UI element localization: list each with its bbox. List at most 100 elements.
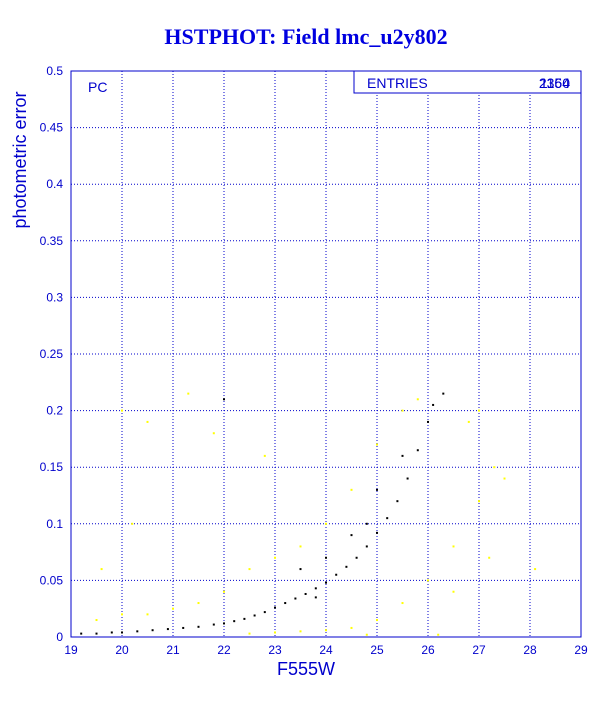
y-tick-label: 0.45 bbox=[40, 121, 64, 135]
grid-lines bbox=[71, 71, 581, 637]
x-tick-label: 27 bbox=[472, 643, 486, 657]
y-tick-label: 0.05 bbox=[40, 573, 64, 587]
yellow-data-point bbox=[121, 409, 123, 412]
stats-value: 1150 bbox=[540, 75, 570, 91]
black-data-point bbox=[350, 534, 353, 537]
black-data-point bbox=[274, 606, 276, 609]
black-data-point bbox=[442, 392, 445, 395]
yellow-data-point bbox=[493, 466, 496, 469]
yellow-data-point bbox=[146, 613, 149, 616]
black-data-point bbox=[233, 620, 236, 623]
black-data-point bbox=[136, 630, 139, 633]
black-data-point bbox=[345, 565, 348, 568]
y-tick-label: 0.15 bbox=[40, 460, 64, 474]
black-data-point bbox=[376, 531, 378, 534]
black-data-point bbox=[365, 522, 368, 525]
stats-box: ENTRIES 2364 1150 bbox=[353, 70, 582, 94]
black-data-point bbox=[406, 477, 409, 480]
x-tick-label: 24 bbox=[319, 643, 333, 657]
yellow-data-point bbox=[401, 409, 404, 412]
black-data-point bbox=[223, 398, 225, 401]
x-tick-label: 21 bbox=[166, 643, 180, 657]
black-data-point bbox=[432, 403, 435, 406]
y-tick-label: 0.35 bbox=[40, 234, 64, 248]
axis-ticks: 19 20 21 22 23 24 25 26 27 28 29 0 0.05 0.1 0.15 0.2 0.2… bbox=[40, 64, 588, 657]
black-data-point bbox=[212, 623, 215, 626]
x-tick-label: 19 bbox=[64, 643, 78, 657]
black-data-point bbox=[166, 628, 169, 631]
y-tick-label: 0.25 bbox=[40, 347, 64, 361]
yellow-data-point bbox=[212, 432, 215, 435]
x-tick-label: 20 bbox=[115, 643, 129, 657]
yellow-data-point bbox=[299, 545, 302, 548]
x-tick-label: 28 bbox=[523, 643, 537, 657]
yellow-data-point bbox=[197, 602, 200, 605]
black-data-point bbox=[243, 617, 246, 620]
y-tick-label: 0.1 bbox=[46, 517, 63, 531]
yellow-data-point bbox=[299, 630, 302, 633]
yellow-data-point bbox=[376, 443, 378, 446]
black-data-point bbox=[427, 420, 429, 423]
black-data-point bbox=[314, 596, 317, 599]
black-data-point bbox=[80, 632, 83, 635]
yellow-data-point bbox=[437, 633, 440, 636]
black-data-point bbox=[263, 611, 266, 614]
black-data-point bbox=[294, 597, 297, 600]
panel-label: PC bbox=[88, 79, 107, 95]
yellow-data-point bbox=[325, 522, 327, 525]
yellow-data-point bbox=[503, 477, 506, 480]
black-data-point bbox=[401, 454, 404, 457]
y-tick-label: 0.5 bbox=[46, 64, 63, 78]
yellow-data-point bbox=[223, 590, 225, 593]
black-data-point bbox=[325, 556, 327, 559]
yellow-series bbox=[95, 392, 537, 636]
yellow-data-point bbox=[452, 545, 455, 548]
black-data-point bbox=[253, 614, 256, 617]
x-axis-label: F555W bbox=[277, 659, 335, 679]
y-axis-label: photometric error bbox=[10, 91, 30, 228]
black-data-point bbox=[299, 568, 302, 571]
yellow-data-point bbox=[467, 420, 470, 423]
yellow-data-point bbox=[100, 568, 103, 571]
black-data-point bbox=[396, 500, 399, 503]
black-data-point bbox=[223, 622, 225, 625]
x-tick-label: 25 bbox=[370, 643, 384, 657]
black-data-point bbox=[95, 632, 98, 635]
black-data-point bbox=[325, 581, 327, 584]
y-tick-label: 0 bbox=[56, 630, 63, 644]
black-data-point bbox=[376, 488, 378, 491]
plot-border bbox=[70, 70, 582, 638]
yellow-data-point bbox=[131, 522, 134, 525]
black-data-point bbox=[197, 625, 200, 628]
black-data-point bbox=[416, 449, 419, 452]
chart-title: HSTPHOT: Field lmc_u2y802 bbox=[164, 24, 448, 49]
stats-label: ENTRIES bbox=[367, 75, 428, 91]
yellow-data-point bbox=[376, 619, 378, 622]
stats-rect bbox=[353, 70, 582, 94]
black-data-point bbox=[110, 631, 113, 634]
black-series bbox=[80, 392, 445, 635]
black-data-point bbox=[284, 602, 287, 605]
yellow-data-point bbox=[478, 409, 480, 412]
yellow-data-point bbox=[350, 488, 353, 491]
yellow-data-point bbox=[350, 626, 353, 629]
yellow-data-point bbox=[427, 579, 429, 582]
yellow-data-point bbox=[172, 607, 174, 610]
yellow-data-point bbox=[187, 392, 190, 395]
yellow-data-point bbox=[488, 556, 491, 559]
yellow-data-point bbox=[534, 568, 537, 571]
yellow-data-point bbox=[146, 420, 149, 423]
y-tick-label: 0.4 bbox=[46, 177, 63, 191]
black-data-point bbox=[314, 587, 317, 590]
yellow-data-point bbox=[478, 500, 480, 503]
yellow-data-point bbox=[121, 613, 123, 616]
yellow-data-point bbox=[274, 631, 276, 634]
y-tick-label: 0.2 bbox=[46, 404, 63, 418]
yellow-data-point bbox=[248, 568, 251, 571]
stats-value: 2364 bbox=[539, 75, 570, 91]
black-data-point bbox=[151, 629, 154, 632]
x-tick-label: 26 bbox=[421, 643, 435, 657]
yellow-data-point bbox=[416, 398, 419, 401]
black-data-point bbox=[386, 517, 389, 520]
